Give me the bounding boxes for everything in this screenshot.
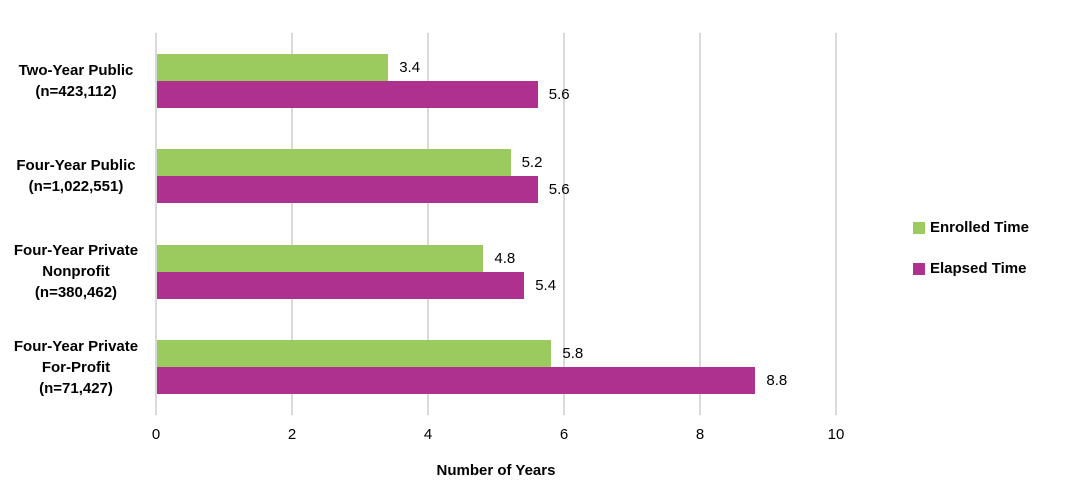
x-axis-tick-label: 10 bbox=[827, 426, 845, 443]
bar-elapsed-time bbox=[157, 176, 538, 204]
category-label-line: For-Profit bbox=[41, 358, 111, 376]
category-label-line: (n=1,022,551) bbox=[28, 178, 124, 196]
category-label-line: (n=71,427) bbox=[39, 379, 113, 397]
category-label-line: Four-Year Private bbox=[13, 242, 139, 260]
gridline bbox=[563, 33, 565, 415]
category-label-line: Four-Year Public bbox=[16, 157, 136, 175]
legend-item: Elapsed Time bbox=[913, 260, 1029, 277]
legend: Enrolled Time Elapsed Time bbox=[913, 219, 1029, 277]
category-label-line: (n=380,462) bbox=[34, 284, 118, 302]
category-label: Two-Year Public (n=423,112) bbox=[0, 60, 152, 102]
bar-value-label: 3.4 bbox=[399, 58, 421, 76]
bar-value-label: 8.8 bbox=[766, 372, 788, 390]
bar-elapsed-time bbox=[157, 80, 538, 108]
category-label-line: Nonprofit bbox=[42, 263, 110, 281]
legend-swatch-elapsed-time bbox=[913, 262, 925, 275]
gridline bbox=[835, 33, 837, 415]
x-axis-title: Number of Years bbox=[436, 462, 556, 479]
bar-value-label: 4.8 bbox=[494, 249, 516, 267]
bar-enrolled-time bbox=[157, 149, 511, 177]
category-label-line: (n=423,112) bbox=[35, 82, 117, 100]
bar-value-label: 5.6 bbox=[548, 181, 570, 199]
bar-enrolled-time bbox=[157, 340, 552, 368]
x-axis-tick-label: 4 bbox=[423, 426, 433, 443]
bar-value-label: 5.2 bbox=[521, 154, 543, 172]
gridline bbox=[427, 33, 429, 415]
bar-value-label: 5.4 bbox=[535, 276, 557, 294]
gridline bbox=[699, 33, 701, 415]
legend-item: Enrolled Time bbox=[913, 219, 1029, 236]
legend-label: Elapsed Time bbox=[930, 260, 1027, 277]
category-label-line: Two-Year Public bbox=[18, 61, 134, 79]
gridline bbox=[155, 33, 157, 415]
category-label: Four-Year Public (n=1,022,551) bbox=[0, 155, 152, 197]
category-label: Four-Year Private For-Profit (n=71,427) bbox=[0, 336, 152, 399]
bar-elapsed-time bbox=[157, 367, 756, 395]
x-axis-tick-label: 8 bbox=[695, 426, 705, 443]
gridline bbox=[291, 33, 293, 415]
category-label-line: Four-Year Private bbox=[13, 337, 139, 355]
bar-value-label: 5.6 bbox=[548, 85, 570, 103]
bar-enrolled-time bbox=[157, 244, 484, 272]
x-axis-tick-label: 2 bbox=[287, 426, 297, 443]
bar-value-label: 5.8 bbox=[562, 345, 584, 363]
legend-label: Enrolled Time bbox=[930, 219, 1029, 236]
x-axis-tick-label: 6 bbox=[559, 426, 569, 443]
category-label: Four-Year Private Nonprofit (n=380,462) bbox=[0, 240, 152, 303]
bar-elapsed-time bbox=[157, 271, 525, 299]
legend-swatch-enrolled-time bbox=[913, 221, 925, 234]
bar-enrolled-time bbox=[157, 53, 389, 81]
x-axis-tick-label: 0 bbox=[151, 426, 161, 443]
